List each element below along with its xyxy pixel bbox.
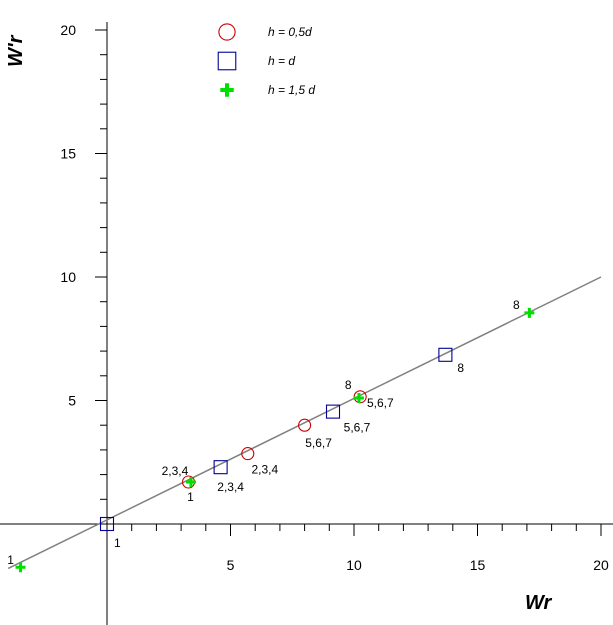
- fit-line-layer: [7, 276, 602, 570]
- point-labels-layer: 1 2,3,4 5,6,7 8 1 2,3,4 5,6,7 8 1 2,3,4 5,6,7 8: [7, 298, 520, 567]
- square-point: [325, 404, 341, 419]
- point-label: 5,6,7: [305, 436, 332, 450]
- point-label: 1: [114, 536, 121, 550]
- square-point: [213, 460, 228, 475]
- point-label: 8: [457, 361, 464, 375]
- x-tick-label: 10: [346, 557, 362, 573]
- circle-point: [298, 418, 312, 432]
- point-label: 8: [345, 378, 352, 392]
- point-label: 1: [7, 553, 14, 567]
- x-tick-label: 15: [470, 557, 486, 573]
- point-label: 2,3,4: [217, 480, 244, 494]
- cross-point: [15, 562, 26, 573]
- legend: h = 0,5d h = d h = 1,5 d: [217, 23, 315, 97]
- cross-point: [353, 393, 364, 404]
- legend-square-marker: [217, 51, 237, 71]
- point-label: 1: [187, 490, 194, 504]
- cross-point: [185, 477, 196, 488]
- axes-layer: 5 10 15 20 5 10 15 20: [0, 22, 613, 625]
- x-axis-title: Wr: [525, 592, 553, 614]
- point-label: 5,6,7: [344, 421, 371, 435]
- square-point: [438, 347, 453, 362]
- y-tick-label: 15: [60, 146, 76, 162]
- point-label: 8: [513, 298, 520, 312]
- y-tick-label: 10: [60, 269, 76, 285]
- points-layer: [15, 307, 535, 573]
- legend-circle-marker: [218, 23, 236, 41]
- x-tick-label: 20: [593, 557, 609, 573]
- circle-point: [241, 447, 255, 461]
- x-tick-label: 5: [227, 557, 235, 573]
- point-label: 5,6,7: [367, 396, 394, 410]
- y-tick-label: 20: [60, 22, 76, 38]
- legend-entry-label: h = 1,5 d: [268, 83, 315, 97]
- y-tick-label: 5: [68, 393, 76, 409]
- y-axis-title: W'r: [5, 34, 27, 67]
- fit-line: [7, 276, 602, 570]
- cross-point: [524, 307, 535, 318]
- point-label: 2,3,4: [251, 463, 278, 477]
- legend-entry-label: h = d: [268, 54, 295, 68]
- point-label: 2,3,4: [162, 464, 189, 478]
- legend-entry-label: h = 0,5d: [268, 25, 312, 39]
- square-point: [99, 516, 115, 532]
- legend-cross-marker: [220, 83, 234, 97]
